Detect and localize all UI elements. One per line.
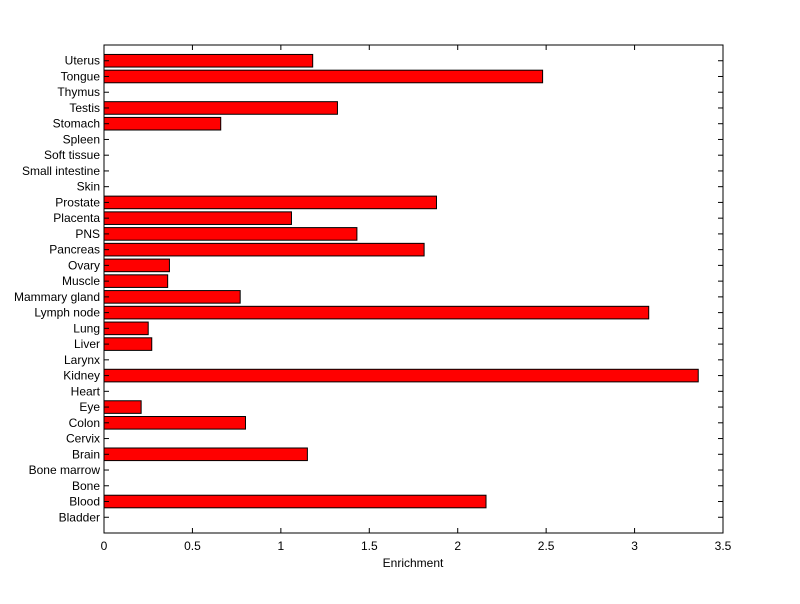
x-tick-label: 1 — [278, 539, 285, 553]
y-tick-label: Cervix — [66, 432, 100, 446]
y-tick-label: Kidney — [63, 369, 100, 383]
y-tick-label: PNS — [75, 227, 100, 241]
bar — [103, 227, 358, 241]
bar — [103, 494, 487, 509]
x-tick-label: 0.5 — [184, 539, 201, 553]
bar — [103, 305, 650, 320]
bar — [103, 211, 292, 225]
x-tick-label: 3.5 — [715, 539, 732, 553]
bar — [103, 274, 169, 288]
bars-layer — [103, 53, 699, 509]
y-tick-label: Small intestine — [22, 164, 100, 178]
x-tick-label: 1.5 — [361, 539, 378, 553]
y-tick-label: Colon — [69, 416, 100, 430]
bar — [103, 321, 149, 336]
x-axis-label: Enrichment — [383, 556, 444, 570]
bar — [103, 195, 437, 210]
y-tick-label: Skin — [77, 180, 100, 194]
bar — [103, 242, 425, 257]
y-tick-label: Soft tissue — [44, 148, 100, 162]
plot-frame — [103, 44, 724, 534]
bar — [103, 69, 544, 84]
y-tick-label: Heart — [71, 384, 101, 398]
axes-layer — [103, 44, 724, 534]
y-tick-label: Brain — [72, 447, 100, 461]
y-tick-label: Tongue — [61, 69, 101, 83]
bar — [103, 400, 142, 414]
y-tick-label: Stomach — [53, 117, 100, 131]
bar — [103, 258, 170, 273]
x-tick-label: 2 — [454, 539, 461, 553]
y-tick-label: Liver — [74, 337, 100, 351]
y-tick-label: Bone marrow — [29, 463, 101, 477]
bar — [103, 290, 241, 304]
y-tick-label: Eye — [79, 400, 100, 414]
x-tick-label: 0 — [101, 539, 108, 553]
y-tick-label: Bone — [72, 479, 100, 493]
bar — [103, 53, 314, 68]
y-tick-label: Bladder — [59, 510, 100, 524]
y-tick-label: Blood — [69, 495, 100, 509]
y-tick-label: Prostate — [55, 195, 100, 209]
bar — [103, 447, 308, 462]
y-tick-label: Testis — [69, 101, 100, 115]
y-tick-label: Lymph node — [34, 306, 100, 320]
bar — [103, 368, 699, 383]
y-tick-label: Pancreas — [49, 243, 100, 257]
y-tick-label: Ovary — [68, 258, 100, 272]
y-tick-label: Lung — [73, 321, 100, 335]
bar — [103, 416, 246, 430]
y-tick-label: Spleen — [63, 132, 100, 146]
bar — [103, 101, 338, 115]
x-tick-label: 2.5 — [538, 539, 555, 553]
y-tick-label: Larynx — [64, 353, 100, 367]
y-tick-label: Thymus — [57, 85, 100, 99]
y-tick-label: Placenta — [53, 211, 100, 225]
y-tick-label: Mammary gland — [14, 290, 100, 304]
x-tick-label: 3 — [631, 539, 638, 553]
y-tick-label: Uterus — [65, 54, 100, 68]
y-tick-label: Muscle — [62, 274, 100, 288]
bar — [103, 337, 153, 351]
bar — [103, 116, 222, 131]
